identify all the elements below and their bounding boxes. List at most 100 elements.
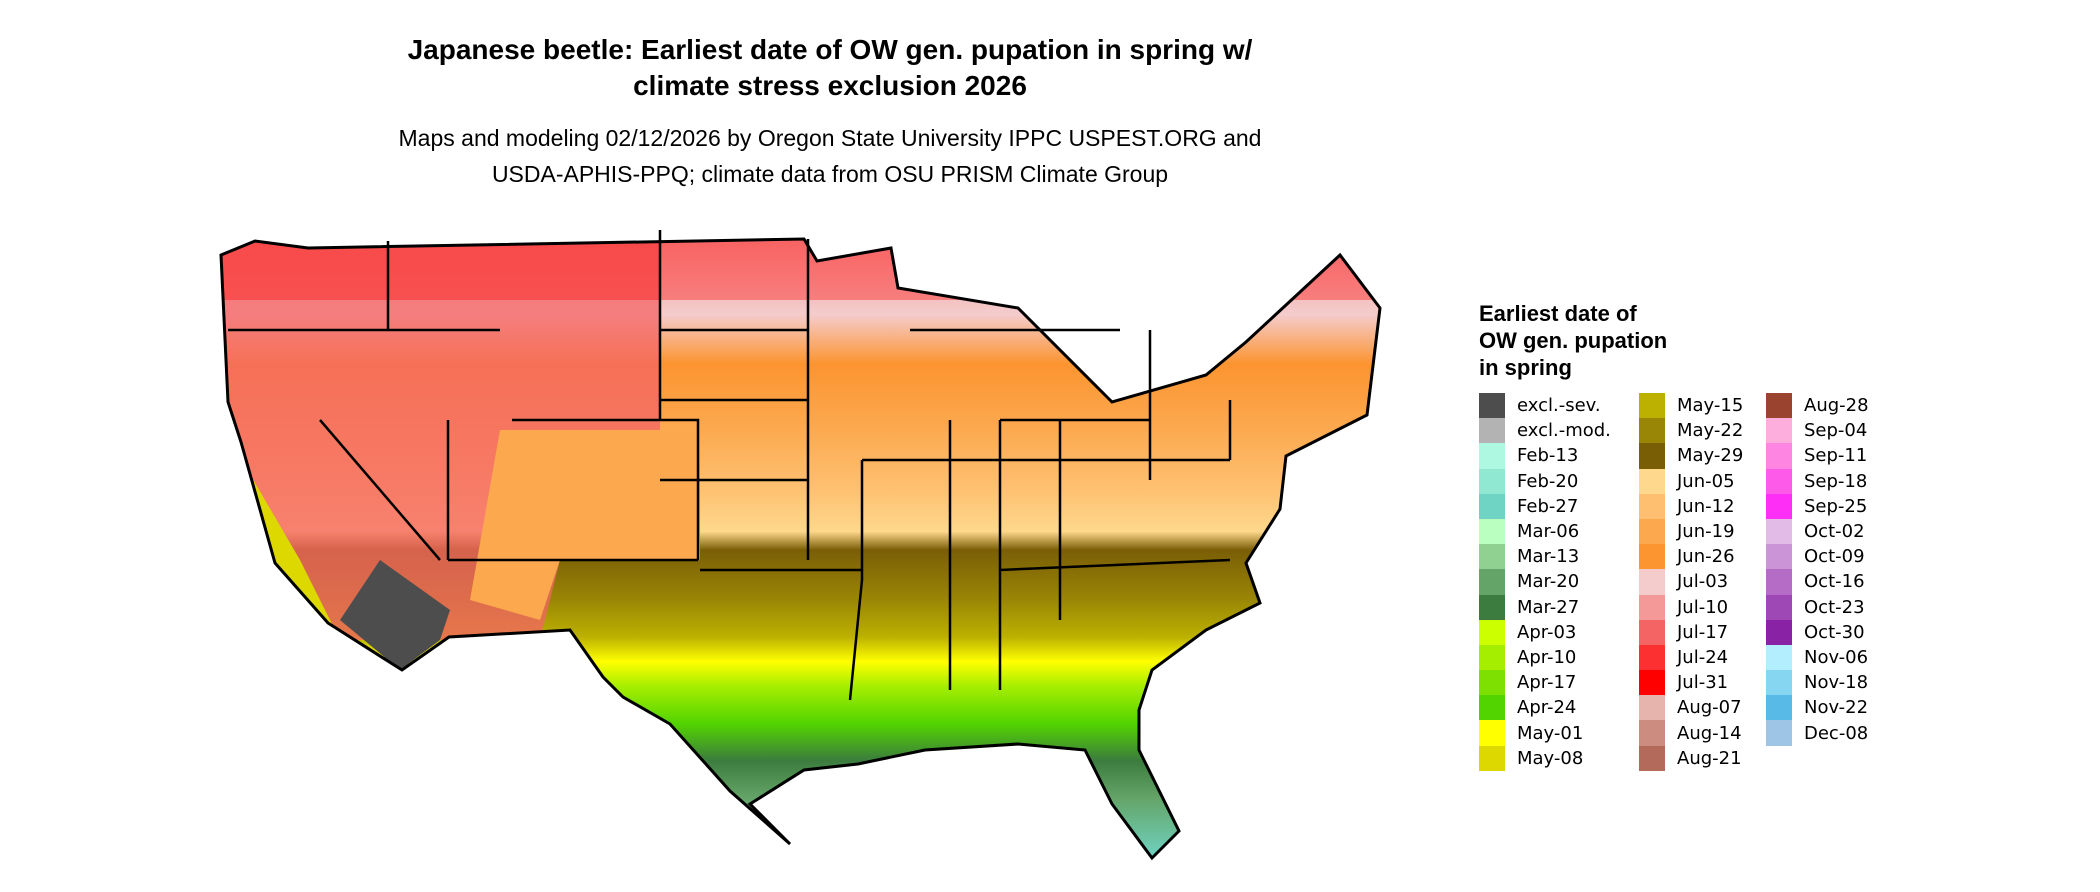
legend-item: Mar-20 — [1479, 569, 1611, 595]
legend-item: Aug-07 — [1639, 695, 1743, 721]
legend-label: Sep-18 — [1804, 470, 1868, 492]
legend-label: Jul-10 — [1677, 596, 1729, 618]
legend-label: Feb-13 — [1517, 445, 1579, 467]
legend-swatch — [1766, 670, 1792, 696]
legend-item: Feb-20 — [1479, 468, 1611, 494]
legend-item: Sep-11 — [1766, 443, 1869, 469]
legend-item: Jul-24 — [1639, 644, 1743, 671]
legend-label: Dec-08 — [1804, 722, 1869, 744]
legend-swatch — [1639, 619, 1665, 645]
legend-item: Sep-18 — [1766, 468, 1869, 494]
legend-label: Apr-10 — [1517, 646, 1577, 668]
legend-swatch — [1479, 670, 1505, 696]
legend-item: Jul-31 — [1639, 670, 1743, 696]
title-line-2: climate stress exclusion 2026 — [633, 70, 1027, 101]
legend-label: Apr-03 — [1517, 621, 1577, 643]
legend-label: Sep-04 — [1804, 420, 1868, 442]
legend-swatch — [1639, 443, 1665, 469]
legend-label: Oct-09 — [1804, 546, 1865, 568]
legend: Earliest date of OW gen. pupation in spr… — [1479, 300, 1869, 771]
legend-swatch — [1639, 569, 1665, 595]
legend-item: Mar-13 — [1479, 544, 1611, 570]
legend-item: Nov-06 — [1766, 644, 1869, 671]
legend-swatch — [1479, 594, 1505, 620]
legend-item: Jul-03 — [1639, 569, 1743, 595]
legend-swatch — [1766, 619, 1792, 645]
legend-swatch — [1639, 695, 1665, 721]
legend-title: Earliest date of OW gen. pupation in spr… — [1479, 301, 1668, 380]
legend-item: Oct-09 — [1766, 544, 1869, 570]
excl-sev-region — [340, 560, 450, 670]
legend-label: May-01 — [1517, 722, 1584, 744]
legend-swatch — [1639, 493, 1665, 519]
legend-swatch — [1479, 518, 1505, 545]
legend-item: Mar-06 — [1479, 518, 1611, 545]
legend-label: Aug-07 — [1677, 697, 1742, 719]
legend-item: Jul-10 — [1639, 594, 1743, 620]
legend-item: excl.-mod. — [1479, 418, 1611, 444]
legend-label: Mar-06 — [1517, 521, 1580, 543]
legend-swatch — [1639, 393, 1665, 419]
legend-column: May-15 May-22 May-29 Jun-05 Jun-12 Jun-19 Jun-… — [1639, 393, 1743, 771]
legend-label: Nov-06 — [1804, 646, 1869, 668]
legend-item: May-15 — [1639, 393, 1743, 419]
legend-swatch — [1766, 569, 1792, 595]
legend-item: Jun-26 — [1639, 544, 1743, 570]
legend-label: Jun-26 — [1677, 546, 1735, 568]
legend-item: Sep-04 — [1766, 418, 1869, 444]
legend-label: Feb-27 — [1517, 495, 1579, 517]
legend-item: Apr-17 — [1479, 670, 1611, 696]
legend-swatch — [1766, 644, 1792, 671]
legend-label: Jul-31 — [1677, 672, 1729, 694]
legend-item: Sep-25 — [1766, 493, 1869, 519]
legend-label: Mar-27 — [1517, 596, 1580, 618]
legend-label: Jun-05 — [1677, 470, 1735, 492]
legend-item: Apr-24 — [1479, 695, 1611, 721]
legend-item: excl.-sev. — [1479, 393, 1611, 419]
legend-swatch — [1639, 418, 1665, 444]
legend-item: Dec-08 — [1766, 720, 1869, 746]
title-line-1: Japanese beetle: Earliest date of OW gen… — [407, 34, 1253, 65]
southwest-region — [470, 430, 700, 620]
legend-label: Nov-22 — [1804, 697, 1869, 719]
legend-swatch — [1766, 418, 1792, 444]
california-coast-region — [230, 440, 340, 640]
legend-swatch — [1479, 544, 1505, 570]
legend-label: Sep-25 — [1804, 495, 1868, 517]
legend-item: Nov-18 — [1766, 670, 1869, 696]
legend-swatch — [1766, 695, 1792, 721]
legend-swatch — [1639, 644, 1665, 671]
legend-swatch — [1479, 695, 1505, 721]
legend-label: Aug-28 — [1804, 395, 1869, 417]
legend-swatch — [1479, 393, 1505, 419]
legend-item: Aug-14 — [1639, 720, 1743, 746]
legend-item: Jun-19 — [1639, 518, 1743, 545]
legend-label: Jun-19 — [1677, 521, 1735, 543]
legend-item: Feb-13 — [1479, 443, 1611, 469]
legend-swatch — [1766, 518, 1792, 545]
legend-swatch — [1479, 619, 1505, 645]
legend-item: Mar-27 — [1479, 594, 1611, 620]
legend-item: Apr-03 — [1479, 619, 1611, 645]
legend-label: May-08 — [1517, 747, 1584, 769]
legend-swatch — [1766, 443, 1792, 469]
legend-swatch — [1639, 594, 1665, 620]
legend-swatch — [1479, 418, 1505, 444]
legend-item: Oct-02 — [1766, 518, 1869, 545]
legend-label: May-29 — [1677, 445, 1744, 467]
legend-item: Feb-27 — [1479, 493, 1611, 519]
legend-item: Jun-05 — [1639, 468, 1743, 494]
legend-column: Aug-28 Sep-04 Sep-11 Sep-18 Sep-25 Oct-02 Oct-… — [1766, 393, 1869, 746]
legend-label: Feb-20 — [1517, 470, 1579, 492]
chart-title: Japanese beetle: Earliest date of OW gen… — [230, 32, 1430, 104]
state-borders — [228, 230, 1232, 701]
legend-swatch — [1479, 443, 1505, 469]
legend-swatch — [1479, 720, 1505, 746]
legend-label: excl.-mod. — [1517, 420, 1611, 442]
legend-label: Jul-17 — [1677, 621, 1729, 643]
legend-swatch — [1639, 745, 1665, 771]
legend-item: Aug-28 — [1766, 393, 1869, 419]
legend-label: Oct-16 — [1804, 571, 1865, 593]
legend-label: Mar-20 — [1517, 571, 1580, 593]
legend-swatch — [1639, 670, 1665, 696]
